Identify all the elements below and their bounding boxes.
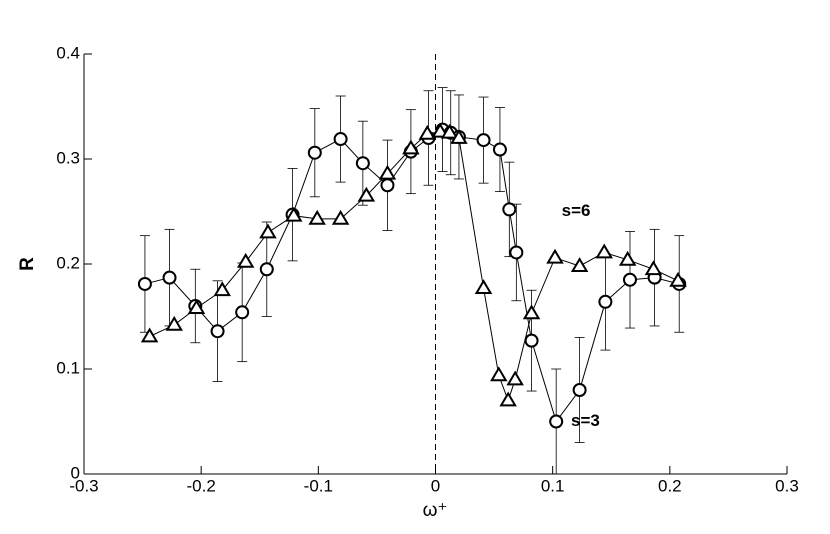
triangle-marker xyxy=(308,209,326,225)
y-tick-label: 0 xyxy=(71,463,80,482)
triangle-marker xyxy=(418,124,437,140)
circle-marker xyxy=(355,156,370,171)
x-tick-label: 0.3 xyxy=(775,476,799,495)
series-line xyxy=(144,129,680,423)
x-tick-label: 0.1 xyxy=(541,476,565,495)
triangle-marker xyxy=(546,248,564,264)
triangle-marker xyxy=(522,304,541,320)
triangle-marker xyxy=(618,250,637,266)
triangle-marker xyxy=(331,209,350,225)
annotation: s=3 xyxy=(571,411,600,430)
triangle-marker xyxy=(499,391,517,407)
triangle-marker xyxy=(213,281,232,297)
triangle-marker xyxy=(236,252,255,268)
circle-marker xyxy=(524,333,539,348)
y-tick-label: 0.1 xyxy=(56,358,80,377)
circle-marker xyxy=(598,294,613,309)
triangle-marker xyxy=(187,299,206,314)
triangle-marker xyxy=(284,206,303,222)
triangle-marker xyxy=(595,243,613,259)
triangle-marker xyxy=(490,366,508,382)
triangle-marker xyxy=(357,186,376,202)
x-tick-label: -0.1 xyxy=(304,476,333,495)
circle-marker xyxy=(622,272,637,287)
circle-marker xyxy=(307,145,322,160)
circle-marker xyxy=(235,305,250,320)
circle-marker xyxy=(492,142,507,157)
circle-marker xyxy=(333,132,348,147)
y-tick-label: 0.4 xyxy=(56,43,80,62)
annotation: s=6 xyxy=(562,201,591,220)
triangle-marker xyxy=(506,370,524,386)
circle-marker xyxy=(162,270,177,285)
y-axis-label: R xyxy=(17,257,38,271)
triangle-marker xyxy=(140,327,159,343)
triangle-marker xyxy=(402,139,420,155)
x-tick-label: -0.3 xyxy=(69,476,98,495)
circle-marker xyxy=(259,262,274,277)
y-tick-label: 0.2 xyxy=(56,253,80,272)
x-axis-label: ω⁺ xyxy=(423,500,448,521)
triangle-marker xyxy=(165,315,183,331)
y-tick-label: 0.3 xyxy=(56,148,80,167)
circle-marker xyxy=(210,324,225,339)
circle-marker xyxy=(509,245,524,260)
x-tick-label: -0.2 xyxy=(187,476,216,495)
circle-marker xyxy=(502,202,517,217)
x-tick-label: 0 xyxy=(431,476,440,495)
triangle-marker xyxy=(644,260,663,276)
circle-marker xyxy=(137,276,152,291)
circle-marker xyxy=(380,178,395,193)
triangle-marker xyxy=(440,123,459,139)
circle-marker xyxy=(476,133,491,148)
circle-marker xyxy=(549,414,564,429)
x-tick-label: 0.2 xyxy=(658,476,682,495)
circle-marker xyxy=(572,383,587,397)
triangle-marker xyxy=(378,164,397,180)
triangle-marker xyxy=(431,122,449,138)
triangle-marker xyxy=(259,223,277,239)
triangle-marker xyxy=(474,279,493,295)
triangle-marker xyxy=(450,129,468,144)
triangle-marker xyxy=(570,257,589,272)
triangle-marker xyxy=(669,271,687,287)
series-line xyxy=(149,131,679,403)
